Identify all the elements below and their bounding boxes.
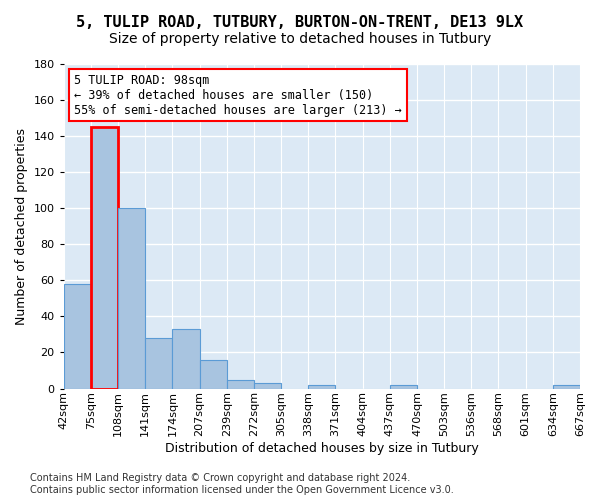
Bar [254,383,281,388]
Text: Contains HM Land Registry data © Crown copyright and database right 2024.
Contai: Contains HM Land Registry data © Crown c… [30,474,454,495]
Bar [91,127,118,388]
Bar [118,208,145,388]
Bar [172,329,200,388]
Bar [390,385,417,388]
Text: 5, TULIP ROAD, TUTBURY, BURTON-ON-TRENT, DE13 9LX: 5, TULIP ROAD, TUTBURY, BURTON-ON-TRENT,… [76,15,524,30]
Bar [200,360,227,388]
Text: Size of property relative to detached houses in Tutbury: Size of property relative to detached ho… [109,32,491,46]
Bar [145,338,172,388]
Bar [227,380,254,388]
Bar [308,385,335,388]
Text: 5 TULIP ROAD: 98sqm
← 39% of detached houses are smaller (150)
55% of semi-detac: 5 TULIP ROAD: 98sqm ← 39% of detached ho… [74,74,402,116]
Y-axis label: Number of detached properties: Number of detached properties [15,128,28,325]
Bar [553,385,580,388]
X-axis label: Distribution of detached houses by size in Tutbury: Distribution of detached houses by size … [165,442,479,455]
Bar [64,284,91,389]
